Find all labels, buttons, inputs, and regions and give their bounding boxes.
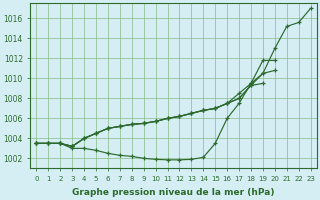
X-axis label: Graphe pression niveau de la mer (hPa): Graphe pression niveau de la mer (hPa) [72, 188, 275, 197]
